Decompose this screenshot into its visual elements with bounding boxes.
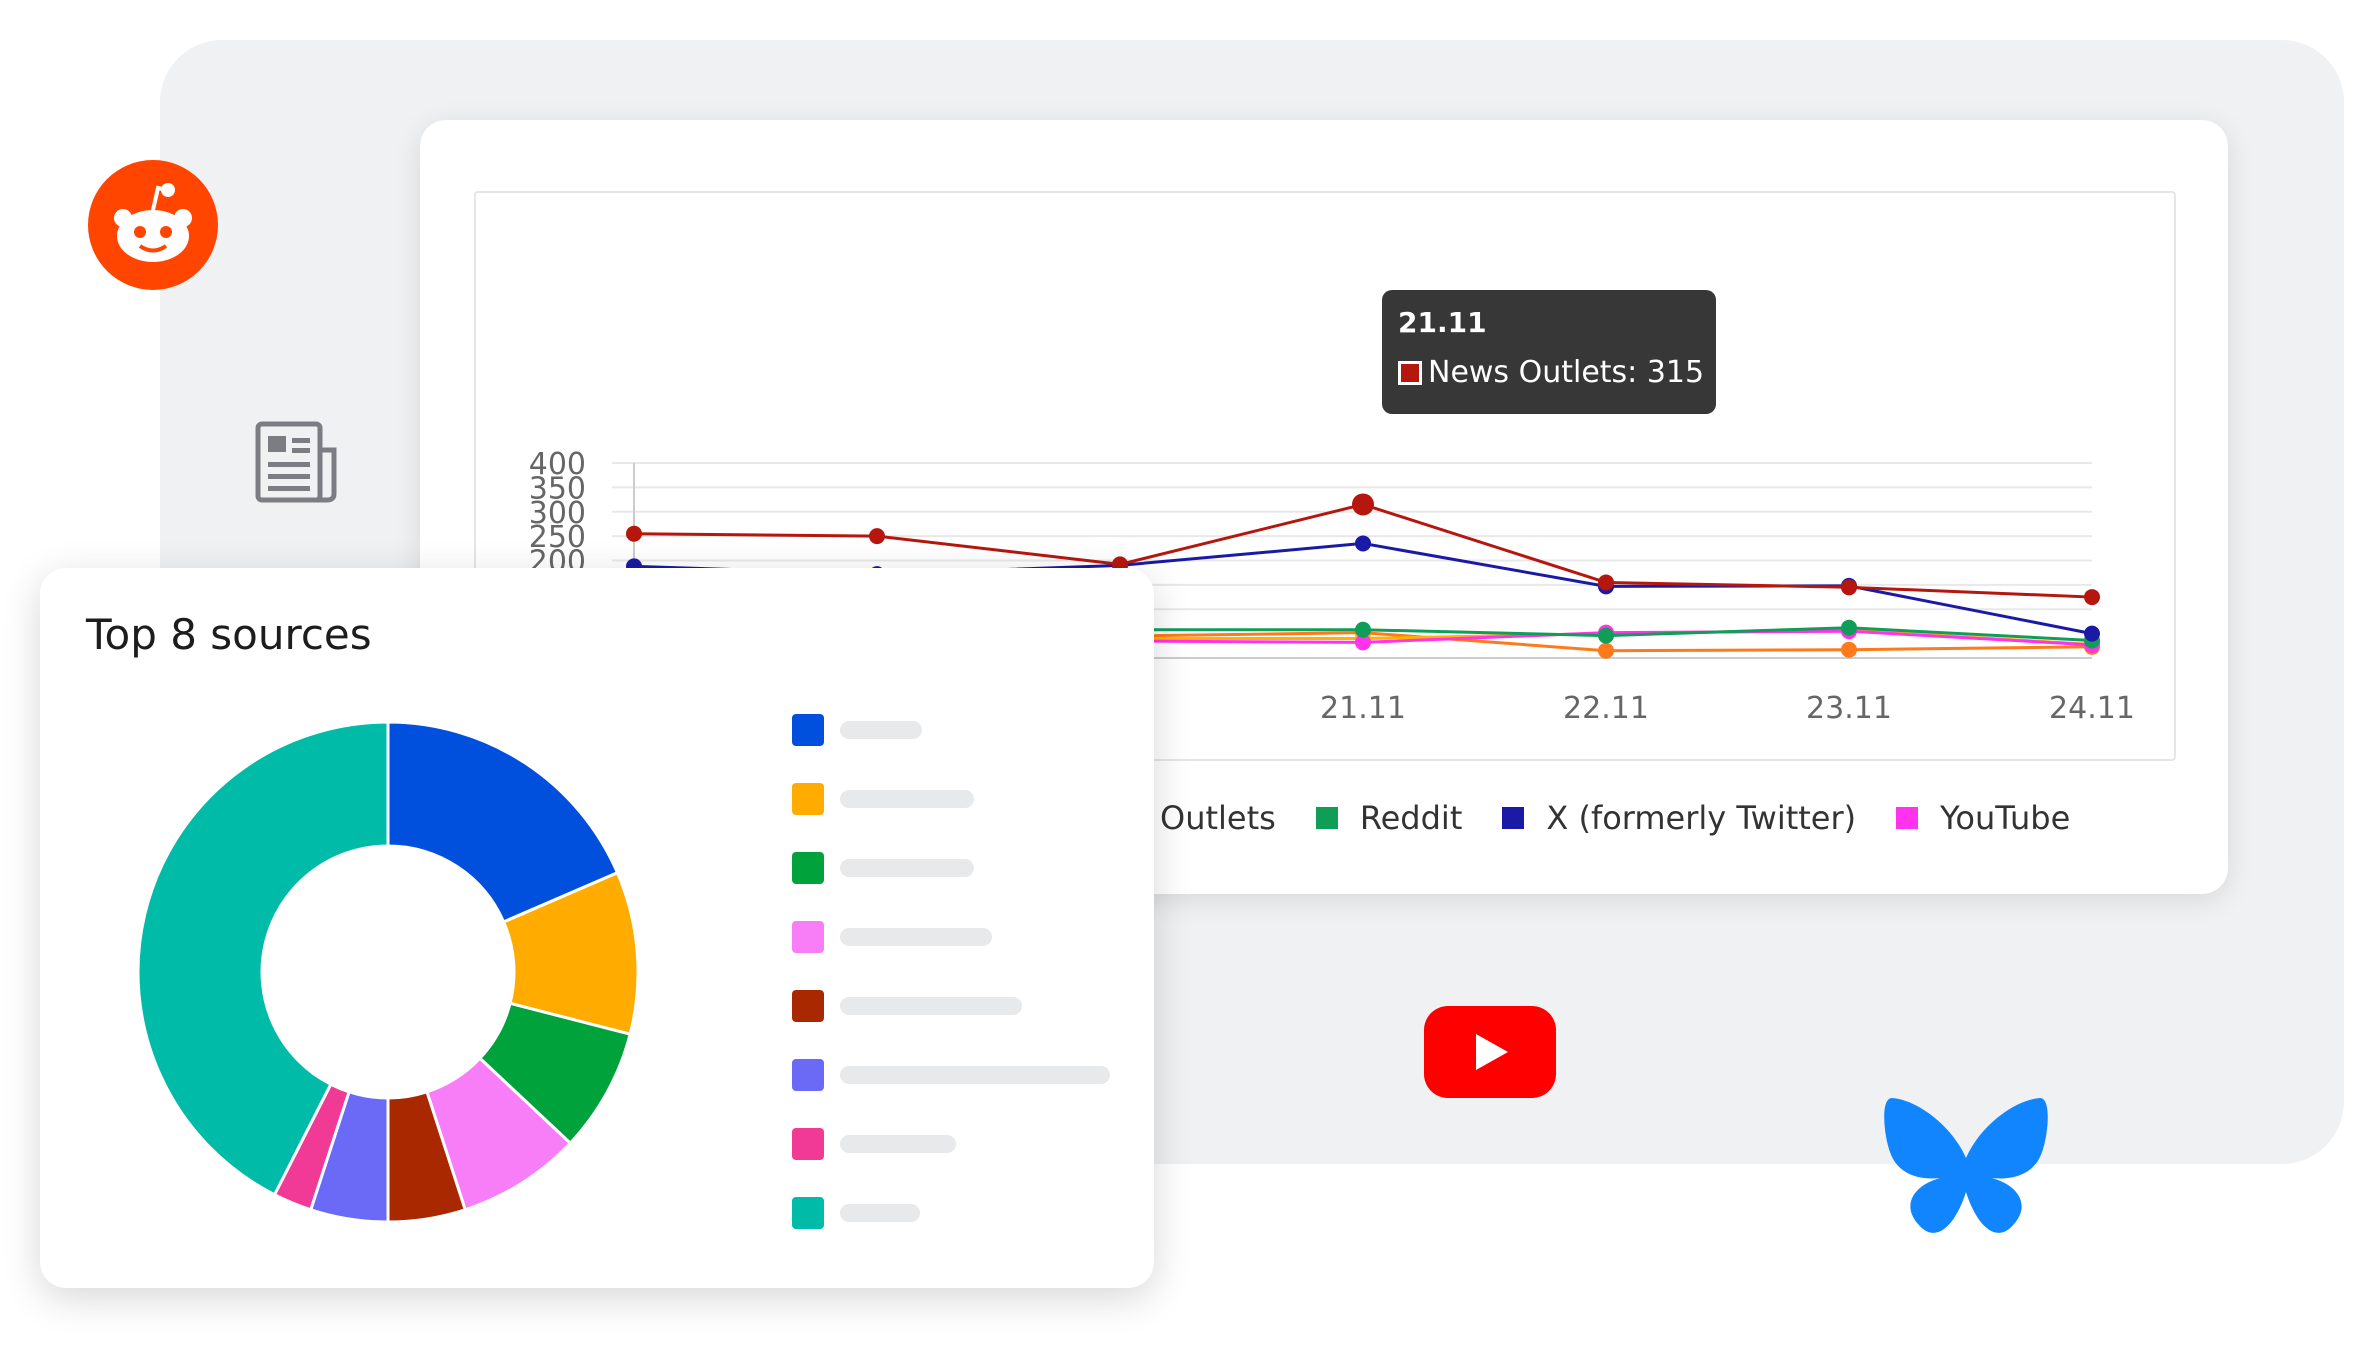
newspaper-icon — [255, 421, 337, 503]
data-point[interactable] — [1355, 535, 1371, 552]
legend-swatch-reddit — [1315, 807, 1338, 829]
tooltip-row: News Outlets: 315 — [1398, 355, 1716, 390]
donut-chart-card: Top 8 sources — [40, 568, 1154, 1288]
data-point[interactable] — [2084, 625, 2100, 642]
donut-legend-item[interactable] — [792, 1197, 920, 1229]
donut-legend-item[interactable] — [792, 852, 974, 884]
donut-legend-item[interactable] — [792, 1059, 1110, 1091]
donut-legend-item[interactable] — [792, 990, 1022, 1022]
data-point[interactable] — [626, 525, 642, 542]
y-tick-label: 400 — [529, 447, 586, 482]
data-point[interactable] — [2084, 589, 2100, 606]
y-tick-label: 250 — [529, 520, 586, 555]
bluesky-icon — [1884, 1098, 2048, 1233]
donut-legend-placeholder — [840, 928, 992, 946]
donut-legend-item[interactable] — [792, 714, 922, 746]
donut-legend-swatch — [792, 852, 824, 884]
donut-legend-placeholder — [840, 1066, 1110, 1084]
x-tick-label: 24.11 — [2049, 691, 2135, 726]
data-point[interactable] — [1355, 621, 1371, 638]
donut-legend-placeholder — [840, 1204, 920, 1222]
donut-chart — [136, 720, 640, 1224]
line-chart-legend: Outlets Reddit X (formerly Twitter) YouT… — [1160, 798, 2110, 838]
donut-slice[interactable] — [136, 720, 390, 1197]
y-tick-label: 350 — [529, 471, 586, 506]
legend-label-x: X (formerly Twitter) — [1546, 799, 1857, 837]
x-tick-label: 21.11 — [1320, 691, 1406, 726]
legend-label-outlets: Outlets — [1160, 799, 1276, 837]
donut-legend-placeholder — [840, 997, 1022, 1015]
donut-legend-swatch — [792, 990, 824, 1022]
x-tick-label: 22.11 — [1563, 691, 1649, 726]
data-point[interactable] — [1598, 574, 1614, 591]
legend-item-reddit[interactable]: Reddit — [1315, 799, 1463, 837]
tooltip-swatch — [1398, 360, 1422, 385]
donut-legend-swatch — [792, 1059, 824, 1091]
data-point[interactable] — [1841, 641, 1857, 658]
data-point[interactable] — [1352, 493, 1374, 516]
data-point[interactable] — [1841, 619, 1857, 636]
donut-slice[interactable] — [386, 720, 620, 924]
legend-item-outlets[interactable]: Outlets — [1160, 799, 1276, 837]
donut-legend-item[interactable] — [792, 1128, 956, 1160]
data-point[interactable] — [869, 528, 885, 545]
data-point[interactable] — [1598, 627, 1614, 644]
data-point[interactable] — [1355, 634, 1371, 651]
donut-legend-swatch — [792, 1128, 824, 1160]
chart-tooltip: 21.11 News Outlets: 315 — [1382, 290, 1716, 414]
donut-legend-placeholder — [840, 859, 974, 877]
donut-legend-swatch — [792, 783, 824, 815]
plot-frame — [474, 191, 2176, 761]
tooltip-title: 21.11 — [1398, 306, 1487, 339]
donut-legend-placeholder — [840, 790, 974, 808]
donut-legend-swatch — [792, 1197, 824, 1229]
data-point[interactable] — [1598, 642, 1614, 659]
legend-item-x[interactable]: X (formerly Twitter) — [1502, 799, 1856, 837]
tooltip-value: News Outlets: 315 — [1428, 355, 1705, 390]
reddit-icon — [88, 160, 218, 290]
donut-legend-placeholder — [840, 721, 922, 739]
donut-title: Top 8 sources — [86, 610, 372, 659]
youtube-icon — [1424, 1006, 1556, 1098]
donut-legend-placeholder — [840, 1135, 956, 1153]
y-tick-label: 300 — [529, 496, 586, 531]
data-point[interactable] — [1841, 579, 1857, 596]
legend-item-youtube[interactable]: YouTube — [1896, 799, 2070, 837]
donut-legend-swatch — [792, 714, 824, 746]
x-tick-label: 23.11 — [1806, 691, 1892, 726]
donut-legend-swatch — [792, 921, 824, 953]
legend-swatch-youtube — [1896, 807, 1919, 829]
legend-label-youtube: YouTube — [1940, 799, 2071, 837]
legend-label-reddit: Reddit — [1359, 799, 1463, 837]
donut-legend-item[interactable] — [792, 921, 992, 953]
legend-swatch-x — [1502, 807, 1525, 829]
donut-legend-item[interactable] — [792, 783, 974, 815]
